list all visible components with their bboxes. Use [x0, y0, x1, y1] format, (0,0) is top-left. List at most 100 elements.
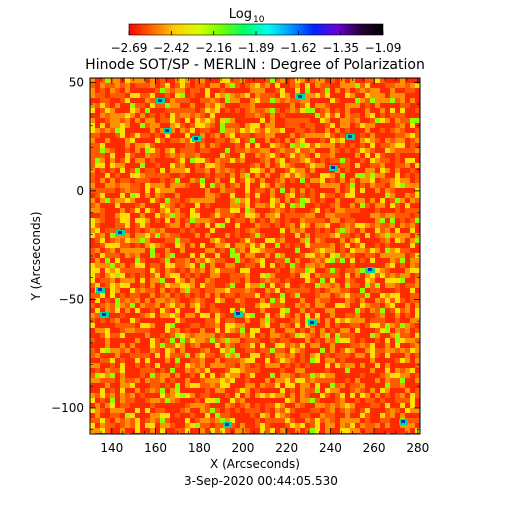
heatmap-cell — [390, 343, 395, 348]
heatmap-cell — [90, 183, 95, 188]
heatmap-cell — [145, 413, 150, 418]
heatmap-cell — [135, 363, 140, 368]
heatmap-cell — [175, 403, 180, 408]
heatmap-cell — [110, 168, 115, 173]
heatmap-cell — [145, 348, 150, 353]
heatmap-cell — [405, 318, 410, 323]
heatmap-cell — [185, 113, 190, 118]
heatmap-cell — [150, 168, 155, 173]
heatmap-cell — [135, 118, 140, 123]
heatmap-cell — [260, 343, 265, 348]
heatmap-cell — [260, 153, 265, 158]
heatmap-cell — [185, 343, 190, 348]
heatmap-cell — [290, 403, 295, 408]
heatmap-cell — [150, 103, 155, 108]
heatmap-cell — [195, 193, 200, 198]
heatmap-cell — [415, 403, 420, 408]
heatmap-cell — [250, 428, 255, 433]
heatmap-cell — [295, 363, 300, 368]
heatmap-cell — [275, 373, 280, 378]
heatmap-cell — [260, 98, 265, 103]
heatmap-cell — [110, 173, 115, 178]
heatmap-cell — [100, 183, 105, 188]
heatmap-cell — [225, 248, 230, 253]
heatmap-cell — [95, 348, 100, 353]
heatmap-cell — [130, 263, 135, 268]
heatmap-cell — [395, 363, 400, 368]
heatmap-cell — [105, 218, 110, 223]
heatmap-cell — [145, 243, 150, 248]
heatmap-cell — [320, 233, 325, 238]
heatmap-cell — [290, 263, 295, 268]
heatmap-cell — [195, 183, 200, 188]
heatmap-cell — [380, 98, 385, 103]
heatmap-cell — [170, 258, 175, 263]
heatmap-cell — [200, 118, 205, 123]
heatmap-cell — [375, 128, 380, 133]
heatmap-cell — [185, 378, 190, 383]
heatmap-cell — [280, 213, 285, 218]
heatmap-cell — [120, 253, 125, 258]
heatmap-cell — [145, 218, 150, 223]
heatmap-cell — [360, 253, 365, 258]
heatmap-cell — [265, 298, 270, 303]
heatmap-cell — [360, 198, 365, 203]
heatmap-cell — [90, 333, 95, 338]
heatmap-cell — [155, 318, 160, 323]
heatmap-cell — [295, 183, 300, 188]
heatmap-cell — [135, 293, 140, 298]
heatmap-cell — [350, 398, 355, 403]
heatmap-cell — [155, 373, 160, 378]
heatmap-cell — [300, 338, 305, 343]
heatmap-cell — [215, 198, 220, 203]
heatmap-cell — [215, 418, 220, 423]
heatmap-cell — [110, 353, 115, 358]
heatmap-cell — [225, 303, 230, 308]
heatmap-cell — [405, 348, 410, 353]
heatmap-cell — [280, 293, 285, 298]
heatmap-cell — [140, 378, 145, 383]
heatmap-cell — [400, 423, 405, 428]
heatmap-cell — [140, 383, 145, 388]
heatmap-cell — [275, 328, 280, 333]
heatmap-cell — [340, 128, 345, 133]
heatmap-cell — [370, 123, 375, 128]
heatmap-cell — [365, 123, 370, 128]
heatmap-cell — [250, 128, 255, 133]
heatmap-cell — [325, 243, 330, 248]
heatmap-cell — [200, 313, 205, 318]
heatmap-cell — [95, 208, 100, 213]
heatmap-cell — [310, 98, 315, 103]
heatmap-cell — [155, 218, 160, 223]
heatmap-cell — [245, 118, 250, 123]
heatmap-cell — [295, 423, 300, 428]
heatmap-cell — [305, 238, 310, 243]
heatmap-cell — [325, 218, 330, 223]
heatmap-cell — [240, 363, 245, 368]
heatmap-cell — [275, 123, 280, 128]
heatmap-cell — [360, 268, 365, 273]
heatmap-cell — [355, 143, 360, 148]
heatmap-cell — [305, 148, 310, 153]
heatmap-cell — [285, 258, 290, 263]
heatmap-cell — [380, 208, 385, 213]
heatmap-cell — [100, 283, 105, 288]
heatmap-cell — [105, 88, 110, 93]
heatmap-cell — [205, 158, 210, 163]
heatmap-cell — [115, 343, 120, 348]
heatmap-cell — [325, 108, 330, 113]
heatmap-cell — [300, 273, 305, 278]
heatmap-cell — [340, 278, 345, 283]
heatmap-cell — [110, 423, 115, 428]
heatmap-cell — [160, 118, 165, 123]
heatmap-cell — [95, 303, 100, 308]
heatmap-cell — [230, 293, 235, 298]
heatmap-cell — [370, 183, 375, 188]
heatmap-cell — [150, 223, 155, 228]
heatmap-cell — [275, 403, 280, 408]
heatmap-cell — [355, 268, 360, 273]
heatmap-cell — [245, 298, 250, 303]
heatmap-cell — [185, 168, 190, 173]
heatmap-cell — [265, 198, 270, 203]
heatmap-cell — [125, 128, 130, 133]
